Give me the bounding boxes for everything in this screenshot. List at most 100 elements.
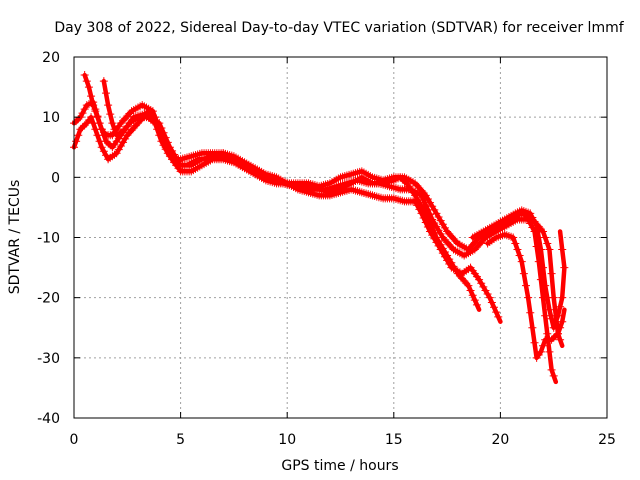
data-point (530, 338, 539, 347)
data-point (460, 251, 469, 260)
data-point (438, 220, 447, 229)
data-point (411, 187, 420, 196)
data-point (483, 239, 492, 248)
data-point (490, 221, 499, 230)
data-point (492, 308, 501, 317)
data-point (481, 286, 490, 295)
data-point (394, 184, 403, 193)
data-point (78, 123, 87, 132)
data-point (440, 252, 449, 261)
data-point (345, 170, 354, 179)
data-point (421, 218, 430, 227)
data-point (332, 189, 341, 198)
data-point (438, 249, 447, 258)
data-point (487, 236, 496, 245)
data-point (161, 145, 170, 154)
data-point (336, 181, 345, 190)
data-point (362, 189, 371, 198)
data-point (428, 202, 437, 211)
data-point (101, 151, 110, 160)
data-point (78, 109, 87, 118)
data-point (187, 167, 196, 176)
data-point (325, 191, 334, 200)
data-point (394, 195, 403, 204)
data-point (396, 196, 405, 205)
data-point (479, 282, 488, 291)
x-tick-label: 15 (385, 432, 403, 448)
data-point (466, 286, 475, 295)
data-point (104, 155, 113, 164)
data-point (492, 220, 501, 229)
data-point (342, 171, 351, 180)
data-point (133, 111, 142, 120)
data-point (545, 305, 554, 314)
data-point (99, 147, 108, 156)
data-point (458, 241, 467, 250)
data-point (89, 101, 98, 110)
data-point (509, 233, 518, 242)
data-point (419, 196, 428, 205)
data-point (121, 134, 130, 143)
data-point (76, 125, 85, 134)
data-point (133, 103, 142, 112)
data-point (485, 293, 494, 302)
data-point (257, 173, 266, 182)
data-point (362, 178, 371, 187)
data-point (268, 176, 277, 185)
data-point (519, 269, 528, 278)
data-point (419, 213, 428, 222)
data-point (524, 293, 533, 302)
data-point (131, 112, 140, 121)
data-point (389, 183, 398, 192)
data-point (106, 153, 115, 162)
data-point (481, 233, 490, 242)
data-point (225, 155, 234, 164)
data-point (101, 89, 110, 98)
data-point (146, 115, 155, 124)
data-point (481, 226, 490, 235)
x-tick-label: 25 (598, 432, 616, 448)
data-point (338, 187, 347, 196)
tick-labels: 0 5 10 15 20 25 -40 -30 -20 -10 0 10 20 (37, 50, 616, 448)
y-tick-label: 0 (51, 170, 60, 186)
data-point (182, 153, 191, 162)
data-point (332, 182, 341, 191)
data-point (453, 239, 462, 248)
data-point (485, 238, 494, 247)
data-point (74, 115, 83, 124)
data-point (374, 193, 383, 202)
data-point (191, 164, 200, 173)
data-point (432, 209, 441, 218)
data-point (193, 163, 202, 172)
data-point (530, 217, 539, 226)
data-point (539, 227, 548, 236)
data-point (336, 188, 345, 197)
data-point (182, 161, 191, 170)
data-point (434, 213, 443, 222)
data-point (426, 210, 435, 219)
data-point (185, 160, 194, 169)
data-point (366, 190, 375, 199)
data-point (334, 188, 343, 197)
data-point (411, 197, 420, 206)
data-point (426, 198, 435, 207)
data-point (80, 105, 89, 114)
data-point (191, 156, 200, 165)
data-point (159, 141, 168, 150)
data-point (359, 178, 368, 187)
chart-title: Day 308 of 2022, Sidereal Day-to-day VTE… (54, 20, 624, 36)
data-point (511, 209, 520, 218)
data-point (364, 190, 373, 199)
data-point (504, 231, 513, 240)
data-point (526, 209, 535, 218)
data-point (543, 239, 552, 248)
data-point (74, 131, 83, 140)
data-point (146, 105, 155, 114)
data-point (453, 247, 462, 256)
data-point (447, 263, 456, 272)
data-point (398, 196, 407, 205)
data-point (377, 179, 386, 188)
data-point (453, 267, 462, 276)
data-point (325, 184, 334, 193)
data-point (106, 141, 115, 150)
